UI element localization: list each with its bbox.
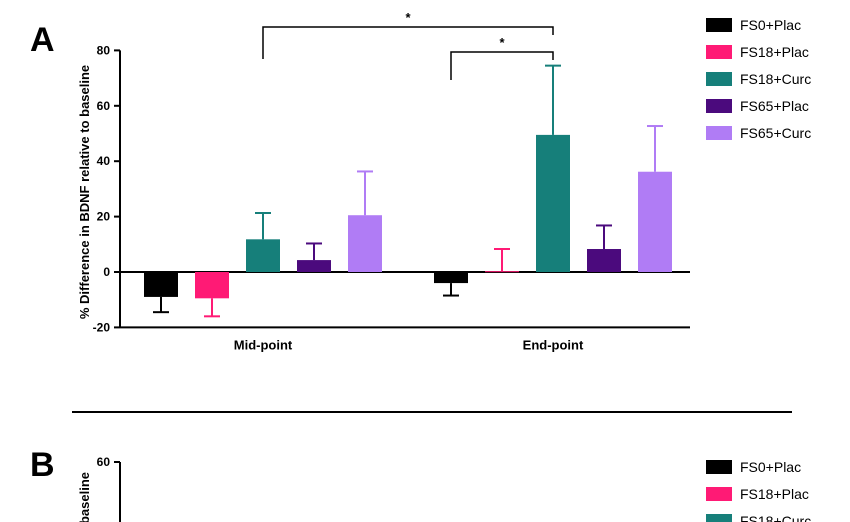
legend-swatch [706, 45, 732, 59]
y-tick-label-a: 20 [97, 210, 111, 224]
bar [297, 260, 331, 272]
y-tick-label-a: 40 [97, 154, 111, 168]
bar [195, 272, 229, 299]
legend-item-label: FS18+Plac [740, 44, 809, 60]
legend-swatch [706, 514, 732, 522]
category-label: Mid-point [234, 337, 293, 352]
y-tick-label-a: 80 [97, 43, 111, 57]
panel-label-a: A [30, 21, 55, 59]
bar [485, 271, 519, 273]
legend-item-label: FS18+Curc [740, 71, 811, 87]
bar [144, 272, 178, 297]
y-tick-label-a: -20 [93, 320, 111, 334]
y-axis-label-b: o baseline [77, 472, 92, 522]
legend-swatch [706, 18, 732, 32]
y-tick-label-a: 60 [97, 99, 111, 113]
bar [587, 249, 621, 272]
legend-swatch [706, 487, 732, 501]
y-tick-label-a: 0 [103, 265, 110, 279]
legend-item-label: FS65+Curc [740, 125, 811, 141]
legend-swatch [706, 99, 732, 113]
legend-item-label: FS65+Plac [740, 98, 809, 114]
legend-item-label: FS18+Plac [740, 486, 809, 502]
category-label: End-point [523, 337, 584, 352]
significance-label: * [499, 35, 505, 50]
chart-b: 60 [97, 455, 121, 522]
legend-item-label: FS0+Plac [740, 459, 801, 475]
bar [638, 171, 672, 272]
legend-swatch [706, 126, 732, 140]
bar [246, 239, 280, 272]
significance-bracket [262, 26, 554, 59]
legend-b: FS0+Plac FS18+Plac FS18+Curc [706, 459, 811, 522]
bar [536, 134, 570, 272]
legend-item-label: FS18+Curc [740, 513, 811, 522]
panel-label-b: B [30, 446, 55, 484]
bar [434, 272, 468, 284]
significance-bracket [450, 51, 554, 80]
y-axis-label-a: % Difference in BDNF relative to baselin… [77, 65, 92, 319]
significance-label: * [405, 10, 411, 25]
legend-swatch [706, 460, 732, 474]
y-tick-label-b: 60 [97, 455, 111, 469]
legend-item-label: FS0+Plac [740, 17, 801, 33]
chart-a: -20 0 20 40 60 80 Mid-point End-point * * [93, 10, 690, 352]
bar [348, 215, 382, 272]
legend-a: FS0+Plac FS18+Plac FS18+Curc FS65+Plac FS65+… [706, 17, 811, 141]
legend-swatch [706, 72, 732, 86]
